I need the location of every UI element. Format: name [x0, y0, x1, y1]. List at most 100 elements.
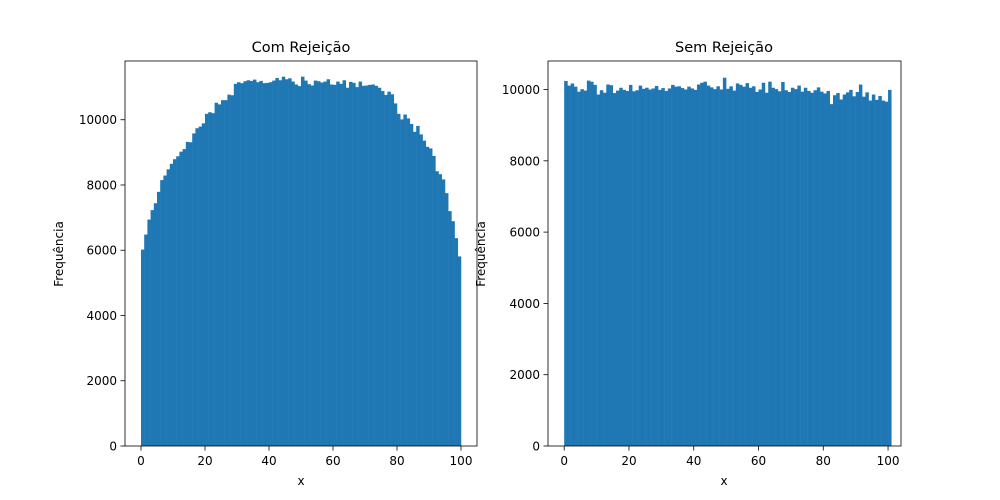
- histogram-bar: [320, 82, 324, 446]
- histogram-bar: [632, 91, 636, 447]
- histogram-bar: [294, 84, 299, 447]
- histogram-bar: [784, 90, 788, 446]
- histogram-bar: [577, 91, 581, 446]
- histogram-bar: [310, 85, 315, 446]
- histogram-bar: [333, 84, 337, 446]
- histogram-bar: [622, 89, 626, 447]
- histogram-bar: [690, 88, 694, 446]
- histogram-bar: [706, 85, 711, 446]
- histogram-bar: [771, 87, 775, 447]
- histogram-bar: [703, 81, 707, 447]
- histogram-bar: [189, 142, 193, 447]
- y-tick-label: 4000: [86, 309, 117, 323]
- x-tick-label: 20: [197, 454, 212, 468]
- histogram-bar: [329, 84, 334, 447]
- histogram-bar: [648, 89, 652, 447]
- histogram-bar: [651, 88, 656, 446]
- histogram-bar: [413, 131, 417, 447]
- histogram-bar: [201, 123, 206, 446]
- histogram-bar: [871, 94, 876, 446]
- histogram-bar: [845, 92, 850, 447]
- histogram-bar: [674, 86, 678, 447]
- histogram-bar: [603, 92, 607, 446]
- histogram-bar: [862, 96, 866, 447]
- histogram-bar: [393, 103, 398, 447]
- y-tick-label: 2000: [86, 374, 117, 388]
- histogram-bar: [403, 114, 407, 446]
- histogram-bar: [654, 85, 659, 446]
- histogram-bar: [823, 93, 827, 446]
- histogram-bar: [671, 84, 675, 446]
- histogram-bar: [680, 88, 685, 446]
- histogram-bar: [278, 80, 283, 446]
- histogram-bar: [214, 102, 219, 446]
- histogram-bar: [381, 91, 385, 447]
- histogram-bar: [285, 79, 289, 447]
- histogram-bar: [875, 99, 879, 447]
- histogram-bar: [794, 89, 798, 446]
- histogram-bar: [224, 100, 228, 447]
- histogram-bar: [179, 151, 183, 446]
- histogram-bar: [438, 174, 443, 446]
- histogram-bar: [755, 92, 759, 446]
- histogram-bar: [596, 94, 601, 446]
- histogram-bar: [230, 95, 235, 446]
- histogram-bar: [742, 86, 746, 447]
- histogram-bar: [745, 83, 750, 446]
- histogram-bar: [173, 159, 177, 446]
- right-chart-ylabel: Frequência: [474, 221, 488, 287]
- histogram-bar: [884, 101, 889, 446]
- histogram-bar: [237, 82, 241, 447]
- histogram-bar: [842, 94, 847, 446]
- histogram-bar: [881, 100, 886, 446]
- histogram-bar: [307, 84, 311, 447]
- histogram-bar: [726, 88, 730, 446]
- histogram-bar: [211, 113, 215, 446]
- histogram-bar: [160, 180, 164, 446]
- histogram-bar: [144, 234, 148, 446]
- histogram-bar: [233, 83, 238, 446]
- histogram-bar: [807, 90, 811, 446]
- left-chart-bars: [141, 76, 462, 447]
- histogram-bar: [390, 94, 395, 446]
- y-tick-label: 2000: [509, 368, 540, 382]
- x-tick-label: 0: [137, 454, 145, 468]
- left-chart-xlabel: x: [297, 474, 304, 488]
- histogram-bar: [281, 76, 286, 446]
- histogram-bar: [625, 90, 630, 446]
- histogram-bar: [693, 89, 698, 447]
- histogram-bar: [419, 134, 423, 446]
- histogram-bar: [606, 84, 610, 446]
- histogram-bar: [700, 82, 704, 446]
- x-tick-label: 100: [450, 454, 473, 468]
- right-chart-frame: [547, 60, 902, 447]
- y-tick-label: 8000: [509, 154, 540, 168]
- histogram-bar: [677, 86, 682, 446]
- histogram-bar: [358, 81, 363, 446]
- histogram-bar: [208, 112, 212, 446]
- histogram-bar: [205, 113, 209, 447]
- histogram-bar: [716, 86, 720, 446]
- histogram-bar: [858, 84, 863, 446]
- histogram-bar: [240, 83, 244, 446]
- histogram-bar: [758, 89, 762, 447]
- histogram-bar: [253, 79, 257, 446]
- histogram-bar: [441, 179, 446, 446]
- histogram-bar: [865, 92, 869, 447]
- x-tick-label: 20: [621, 454, 636, 468]
- histogram-bar: [317, 81, 321, 446]
- left-chart-ylabel: Frequência: [52, 221, 66, 287]
- histogram-bar: [272, 80, 276, 446]
- histogram-bar: [169, 163, 174, 446]
- histogram-bar: [820, 91, 824, 446]
- histogram-bar: [416, 125, 420, 447]
- histogram-bar: [323, 81, 327, 446]
- histogram-bar: [288, 78, 292, 446]
- histogram-bar: [829, 104, 834, 446]
- histogram-bar: [445, 193, 449, 446]
- histogram-bar: [641, 88, 646, 446]
- histogram-bar: [684, 89, 688, 447]
- histogram-bar: [696, 84, 701, 446]
- histogram-bar: [176, 156, 180, 446]
